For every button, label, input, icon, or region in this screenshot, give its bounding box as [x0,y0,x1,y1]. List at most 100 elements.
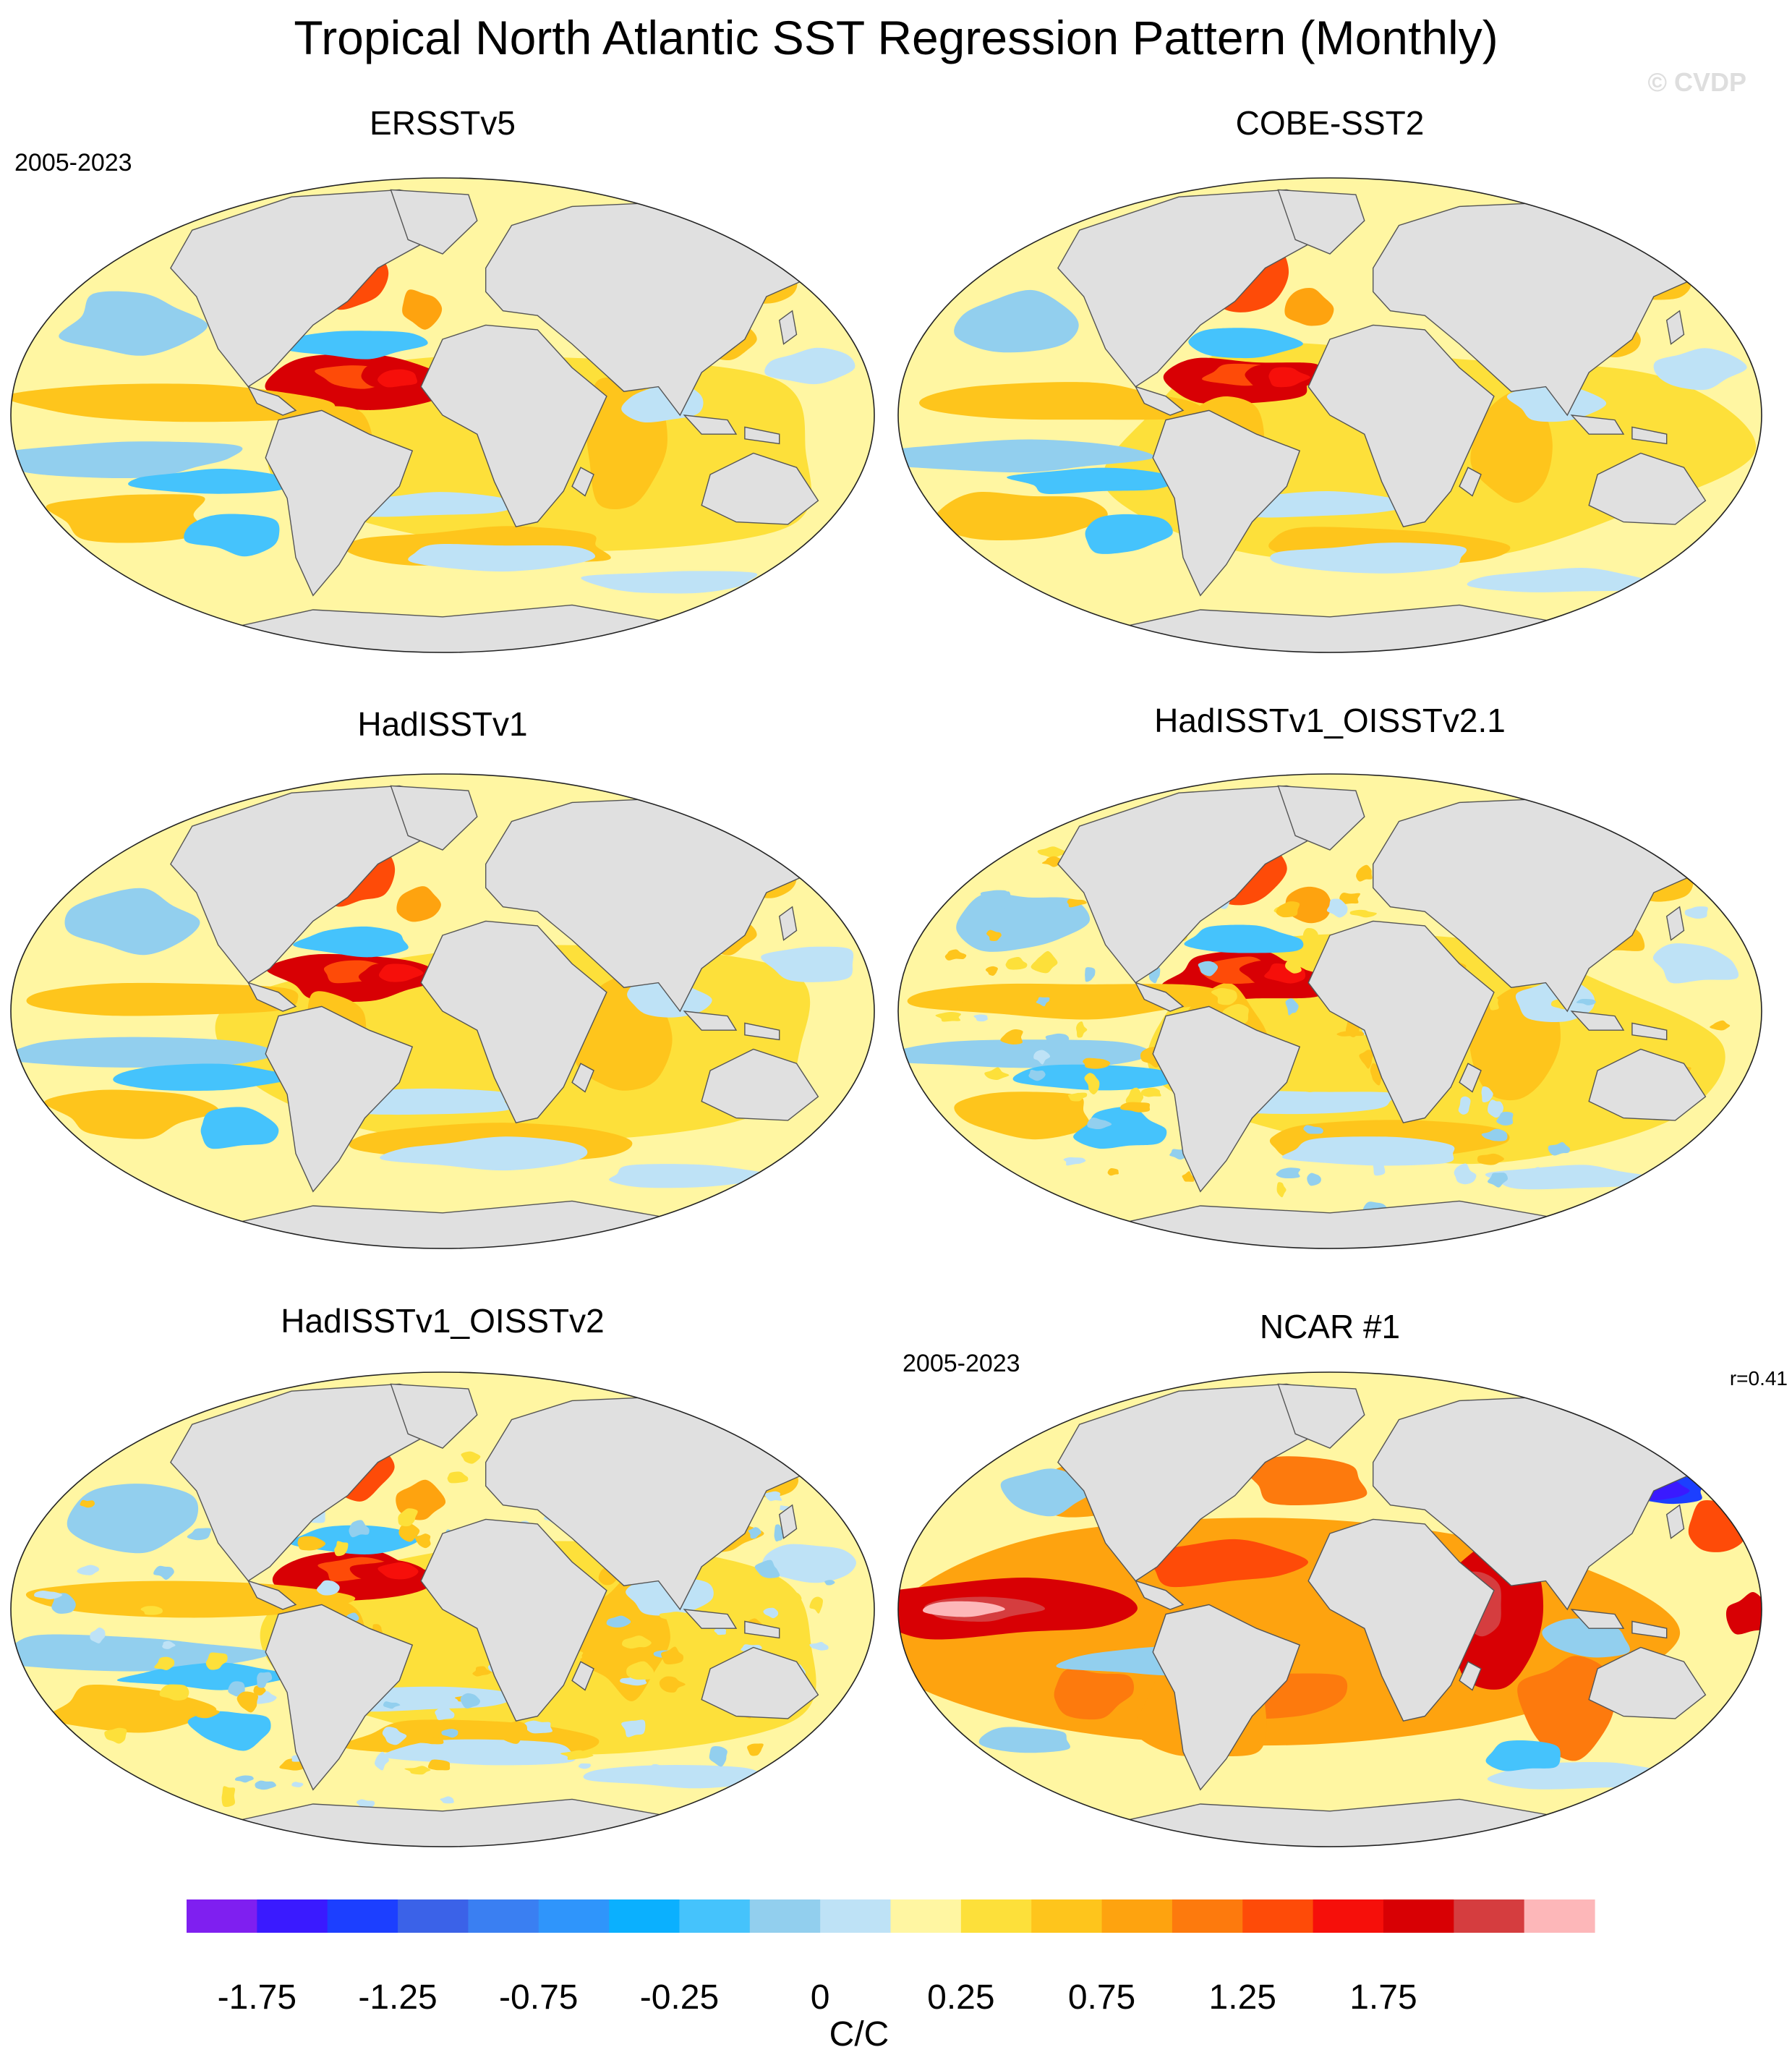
map-panel-ersstv5: ERSSTv5 2005-2023 [10,104,875,653]
colorbar-box [327,1899,398,1933]
land-mass [1152,1005,1301,1193]
land-mass [701,1646,819,1719]
land-mass [701,1048,819,1121]
land-mass [571,1661,594,1691]
land-mass [1665,310,1685,345]
land-mass [1570,1011,1625,1031]
colorbar-tick-label: -0.25 [640,1978,719,2017]
colorbar-box [749,1899,821,1933]
period-label: 2005-2023 [903,1350,1020,1377]
land-mass [1134,982,1185,1012]
land-mass [1665,906,1685,941]
map-panel-hadisstv1-oisstv2-1: HadISSTv1_OISSTv2.1 [897,702,1762,1249]
colorbar-box [679,1899,751,1933]
map-outline [897,177,1762,653]
map-panel-hadisstv1: HadISSTv1 [10,705,875,1249]
land-mass [683,1609,738,1629]
land-mass [1134,1580,1185,1610]
land-mass [1588,1646,1707,1719]
panel-title: COBE-SST2 [1236,104,1425,142]
land-mass [1631,1620,1668,1639]
land-mass [390,1383,478,1449]
sst-field [898,1372,1762,1847]
land-mass [778,1504,798,1539]
land-mass [1570,414,1625,435]
correlation-label: r=0.41 [1730,1367,1788,1390]
land-mass [420,920,607,1124]
land-mass [1459,467,1482,497]
colorbar-box [398,1899,469,1933]
colorbar-box [1313,1899,1384,1933]
colorbar-tick-label: 0 [811,1978,830,2017]
land-mass [571,467,594,497]
colorbar-box [257,1899,328,1933]
land-mass [683,414,738,435]
colorbar-tick-label: -1.75 [218,1978,296,2017]
colorbar-box [1031,1899,1103,1933]
sst-field [898,774,1762,1248]
land-mass [571,1063,594,1093]
land-mass [390,785,478,851]
land-mass [1152,1604,1301,1791]
colorbar-tick-label: 0.75 [1068,1978,1135,2017]
colorbar-tick-label: 1.25 [1209,1978,1276,2017]
land-mass [247,982,297,1012]
colorbar-box [1454,1899,1525,1933]
map-outline [10,773,875,1249]
land-mass [701,452,819,525]
map-panel-ncar-1: NCAR #1 2005-2023 r=0.41 [897,1308,1788,1847]
land-mass [1307,1518,1495,1722]
colorbar-units: C/C [829,2015,889,2054]
land-mass [1069,1200,1590,1248]
land-mass [1459,1661,1482,1691]
land-mass [744,1620,780,1639]
land-mass [1570,1609,1625,1629]
colorbar-box [1172,1899,1243,1933]
colorbar-box [1383,1899,1454,1933]
map-outline [897,1371,1762,1847]
land-mass [182,1200,703,1248]
sst-field [898,178,1762,652]
colorbar: -1.75 -1.25 -0.75 -0.25 0 0.25 0.75 1.25 1.75 C/… [187,1899,1595,2054]
sst-field [11,1372,874,1847]
colorbar-box [820,1899,892,1933]
figure-title: Tropical North Atlantic SST Regression P… [294,11,1498,64]
land-mass [1459,1063,1482,1093]
panel-title: HadISSTv1_OISSTv2.1 [1154,702,1506,739]
sst-field [11,178,874,652]
land-mass [247,386,297,416]
sst-field [11,774,874,1248]
land-mass [1665,1504,1685,1539]
land-mass [265,1604,414,1791]
colorbar-box [538,1899,610,1933]
land-mass [1152,409,1301,597]
land-mass [247,1580,297,1610]
land-mass [1631,426,1668,445]
land-mass [182,604,703,652]
land-mass [744,426,780,445]
land-mass [390,189,478,255]
panel-title: HadISSTv1_OISSTv2 [281,1302,604,1340]
colorbar-box [960,1899,1032,1933]
land-mass [1588,452,1707,525]
land-mass [1069,1798,1590,1847]
colorbar-tick-label: -1.25 [358,1978,437,2017]
land-mass [778,906,798,941]
land-mass [420,1518,607,1722]
land-mass [778,310,798,345]
map-outline [897,773,1762,1249]
land-mass [420,324,607,528]
panel-title: HadISSTv1 [357,705,527,743]
land-mass [1277,189,1365,255]
map-panel-cobe-sst2: COBE-SST2 [897,104,1762,653]
colorbar-box [1101,1899,1173,1933]
period-label: 2005-2023 [14,149,132,176]
land-mass [1134,386,1185,416]
map-outline [10,1371,875,1847]
land-mass [744,1022,780,1041]
panel-title: NCAR #1 [1260,1308,1400,1345]
colorbar-box [468,1899,539,1933]
land-mass [683,1011,738,1031]
land-mass [1631,1022,1668,1041]
